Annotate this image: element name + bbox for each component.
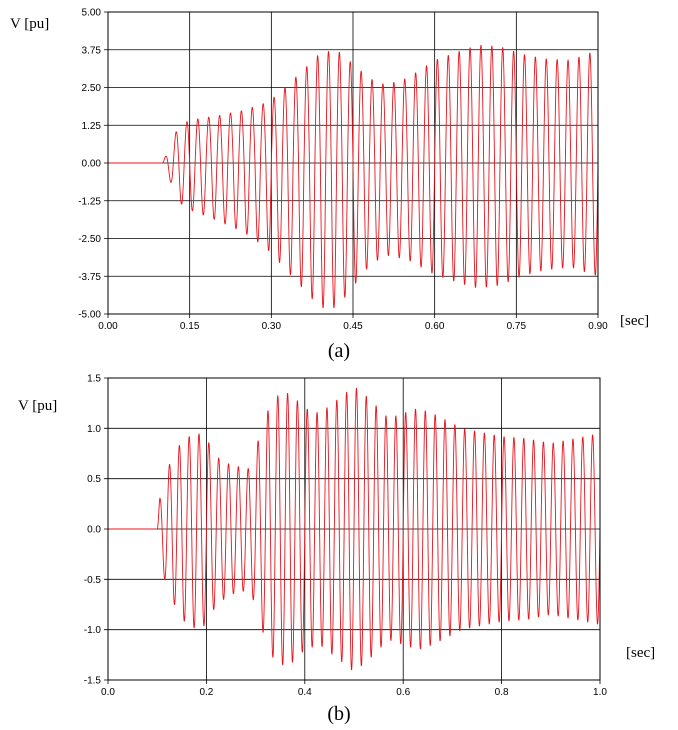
chart-b-y-tick-label: -1.0 [84,625,102,636]
chart-a-x-tick-label: 0.30 [262,321,282,332]
chart-b-y-tick-label: 1.0 [87,424,101,435]
chart-b-series-voltage [107,387,601,671]
chart-a-y-tick-label: -5.00 [78,310,101,321]
chart-a: V [pu] [sec] (a) 0.00 0.15 0.30 0.45 0.60 0.7… [10,8,649,363]
chart-b-y-tick-label: -0.5 [84,575,102,586]
chart-a-x-tick-label: 0.45 [343,321,363,332]
chart-b-y-ticks: 1.5 1.0 0.5 0.0 -0.5 -1.0 -1.5 [84,374,102,687]
chart-a-caption: (a) [328,340,350,362]
chart-b: V [pu] [sec] (b) 0.0 0.2 0.4 0.6 0.8 1.0 1.51… [18,374,655,726]
chart-a-y-tick-label: -1.25 [78,196,101,207]
chart-a-y-tick-label: -2.50 [78,234,101,245]
chart-a-xlabel: [sec] [620,313,649,329]
chart-b-x-tick-label: 1.0 [593,687,607,698]
chart-a-y-tick-label: 1.25 [82,121,102,132]
chart-b-xlabel: [sec] [626,645,655,661]
chart-b-y-tick-label: -1.5 [84,676,102,687]
chart-b-plot-frame [107,377,601,681]
chart-a-x-tick-label: 0.15 [180,321,200,332]
chart-a-y-tick-label: -3.75 [78,272,101,283]
chart-b-x-tick-label: 0.0 [101,687,115,698]
chart-a-y-tick-label: 2.50 [82,83,102,94]
chart-a-x-tick-label: 0.00 [98,321,118,332]
chart-a-x-tick-label: 0.75 [507,321,527,332]
chart-a-x-tick-label: 0.90 [588,321,608,332]
chart-a-y-ticks: 5.00 3.75 2.50 1.25 0.00 -1.25 -2.50 -3.75 -5.00 [78,8,101,321]
chart-b-x-ticks: 0.0 0.2 0.4 0.6 0.8 1.0 [101,687,607,698]
chart-b-x-tick-label: 0.6 [396,687,410,698]
chart-b-grid [104,377,601,684]
chart-a-series-voltage [107,44,599,309]
chart-b-ylabel: V [pu] [18,398,57,414]
chart-b-x-tick-label: 0.2 [199,687,213,698]
chart-b-x-tick-label: 0.8 [495,687,509,698]
chart-a-ylabel: V [pu] [10,16,49,32]
chart-b-x-tick-label: 0.4 [298,687,312,698]
chart-a-x-ticks: 0.00 0.15 0.30 0.45 0.60 0.75 0.90 [98,321,608,332]
chart-a-y-tick-label: 3.75 [82,45,102,56]
chart-a-y-tick-label: 0.00 [82,159,102,170]
chart-b-y-tick-label: 0.0 [87,525,101,536]
chart-b-y-tick-label: 0.5 [87,474,101,485]
chart-a-x-tick-label: 0.60 [425,321,445,332]
chart-b-y-tick-label: 1.5 [87,374,101,385]
chart-b-caption: (b) [327,703,350,725]
chart-a-plot-frame [107,11,599,315]
chart-a-y-tick-label: 5.00 [82,8,102,19]
